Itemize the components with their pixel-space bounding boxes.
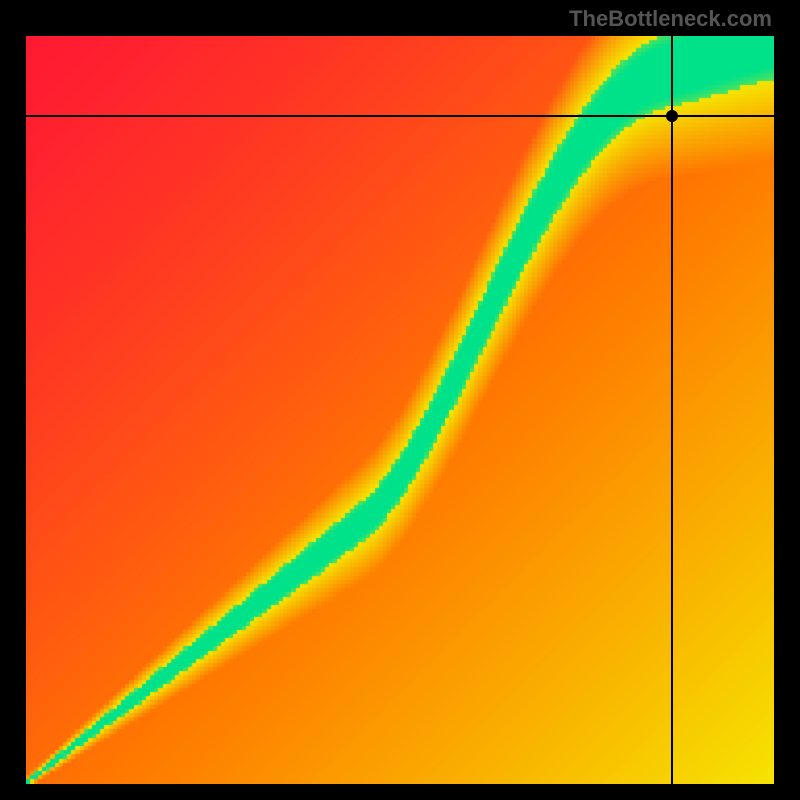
heatmap-canvas xyxy=(26,36,774,784)
watermark-text: TheBottleneck.com xyxy=(569,6,772,32)
chart-container: { "watermark": { "text": "TheBottleneck.… xyxy=(0,0,800,800)
heatmap-plot xyxy=(26,36,774,784)
crosshair-vertical xyxy=(671,36,673,784)
crosshair-horizontal xyxy=(26,115,774,117)
crosshair-marker xyxy=(666,110,678,122)
